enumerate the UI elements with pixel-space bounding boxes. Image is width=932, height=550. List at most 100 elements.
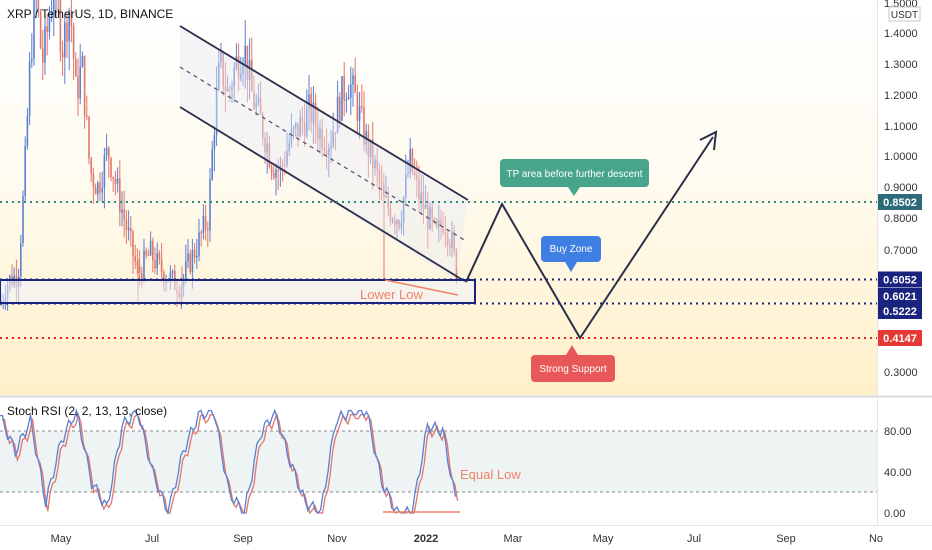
candle-body — [273, 173, 275, 178]
candle-body — [341, 76, 343, 121]
candle-body — [317, 125, 319, 140]
indicator-axis: 80.00 40.00 0.00 — [884, 426, 912, 520]
candle-body — [374, 159, 376, 168]
candle-body — [424, 204, 427, 209]
candle-body — [101, 187, 103, 193]
strong-support-text: Strong Support — [539, 364, 606, 375]
candle-body — [323, 148, 326, 151]
strong-support-callout: Strong Support — [531, 345, 615, 382]
candle-body — [154, 260, 156, 269]
candle-body — [220, 52, 222, 62]
candle-body — [28, 61, 31, 116]
candle-body — [356, 92, 359, 121]
stoch-band — [0, 431, 877, 492]
candle-body — [431, 207, 433, 219]
candle-body — [319, 128, 321, 140]
time-tick: Jul — [687, 533, 701, 545]
candle-body — [336, 96, 339, 134]
candle-body — [314, 102, 317, 126]
candle-body — [202, 215, 205, 233]
candle-body — [198, 232, 200, 257]
candle-body — [141, 273, 143, 280]
candle-body — [354, 75, 356, 93]
candle-body — [290, 129, 293, 144]
candle-body — [66, 22, 68, 42]
candle-body — [218, 61, 220, 90]
candle-body — [284, 164, 286, 166]
candle-body — [332, 132, 334, 147]
level-badge — [878, 288, 922, 304]
candle-body — [204, 215, 207, 230]
buy-zone-callout: Buy Zone — [541, 236, 601, 272]
stoch-k-line — [0, 408, 457, 515]
candle-body — [369, 139, 372, 157]
candle-body — [253, 91, 255, 109]
level-badge-label: 0.4147 — [883, 333, 917, 345]
candle-body — [328, 148, 330, 156]
candle-body — [83, 55, 86, 116]
candle-body — [138, 265, 141, 274]
candle-body — [226, 89, 229, 91]
candle-body — [103, 155, 106, 188]
projection-path — [465, 136, 714, 340]
candle-body — [229, 89, 231, 90]
candle-body — [169, 273, 172, 282]
candle-body — [400, 222, 403, 228]
level-badge — [878, 303, 922, 319]
candle-body — [42, 48, 44, 63]
candle-body — [237, 56, 240, 79]
candle-body — [99, 182, 101, 193]
time-tick: Sep — [776, 533, 796, 545]
candle-body — [224, 86, 227, 91]
candle-body — [398, 220, 400, 228]
unit-label-box — [888, 6, 921, 22]
candle-body — [339, 96, 341, 121]
candle-body — [299, 117, 301, 137]
candle-body — [209, 179, 211, 231]
candle-body — [334, 132, 337, 134]
candle-body — [277, 169, 279, 171]
candle-body — [171, 271, 174, 274]
candle-body — [352, 75, 354, 85]
candle-body — [292, 127, 295, 130]
candle-body — [429, 207, 431, 229]
candle-body — [24, 145, 26, 197]
candle-body — [215, 89, 218, 135]
candle-body — [391, 220, 394, 222]
candle-body — [411, 149, 414, 173]
price-axis: 1.5000 1.4000 1.3000 1.2000 1.1000 1.0000 0.90… — [884, 0, 918, 379]
candle-body — [281, 164, 284, 166]
candle-body — [358, 106, 361, 121]
candle-body — [149, 240, 152, 256]
candle-body — [385, 195, 387, 197]
level-badge-label: 0.5222 — [883, 306, 917, 318]
candle-body — [132, 231, 134, 257]
candle-body — [112, 177, 114, 179]
indicator-tick: 0.00 — [884, 508, 905, 520]
candle-body — [246, 45, 249, 81]
channel-lower-line — [179, 106, 467, 283]
candle-body — [119, 178, 121, 213]
candle-body — [207, 229, 209, 231]
candle-body — [455, 250, 458, 282]
candle-body — [418, 179, 420, 201]
candle-body — [185, 261, 187, 278]
chart-title: XRP / TetherUS, 1D, BINANCE — [7, 7, 173, 21]
candle-body — [376, 159, 378, 170]
candle-body — [453, 231, 455, 251]
candle-body — [125, 219, 128, 230]
price-tick: 1.2000 — [884, 90, 918, 102]
level-badges: 0.8502 0.6052 0.6021 0.5222 0.4147 — [878, 194, 922, 346]
candle-body — [88, 117, 90, 159]
candle-body — [152, 240, 154, 261]
candle-body — [413, 172, 416, 176]
channel-upper-line — [179, 25, 469, 201]
candle-body — [288, 143, 290, 152]
price-tick: 0.9000 — [884, 182, 918, 194]
lower-low-label: Lower Low — [360, 287, 423, 302]
candle-body — [121, 209, 123, 213]
candle-body — [262, 114, 264, 138]
candle-body — [81, 55, 84, 67]
candle-body — [248, 60, 251, 81]
